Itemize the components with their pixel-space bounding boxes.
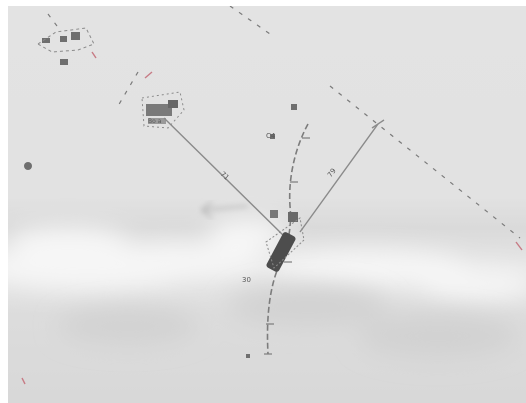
guide-lines bbox=[163, 117, 385, 239]
central-object bbox=[265, 210, 305, 272]
accent-marks bbox=[21, 51, 523, 385]
route-label-bottom: 30 bbox=[242, 276, 251, 284]
building-cluster bbox=[141, 91, 185, 129]
top-left-structures bbox=[24, 32, 80, 170]
direction-arrow bbox=[200, 201, 249, 219]
aerial-map[interactable]: 71 79 C4 30 Bo a bbox=[8, 6, 526, 403]
route-path bbox=[266, 123, 309, 355]
boundary-lines bbox=[47, 6, 521, 239]
route-ticks bbox=[264, 137, 310, 355]
building-label: Bo a bbox=[148, 118, 162, 125]
small-markers bbox=[246, 104, 297, 358]
cloud-haze bbox=[8, 218, 526, 300]
route-label-top: C4 bbox=[266, 132, 276, 140]
map-canvas bbox=[8, 6, 526, 385]
